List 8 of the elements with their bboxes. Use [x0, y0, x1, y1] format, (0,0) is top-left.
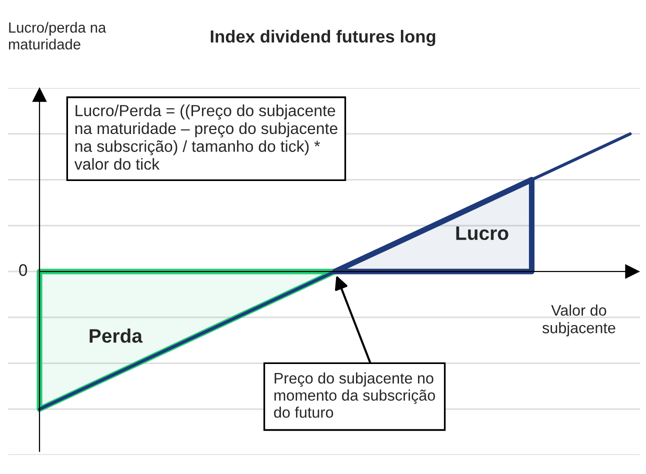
x-axis-title: Valor do subjacente: [542, 304, 616, 336]
annotation: 0: [19, 264, 28, 276]
text: Lucro/perda na maturidade: [8, 22, 106, 50]
annotation: Perda: [90, 328, 143, 343]
annotation: Lucro/Perda = ((Preço do subjacente na maturidade – preço do subjacente na subscrição) / tamanho do tick) * valor do tick: [74, 104, 338, 170]
annotation: Preço do subjacente no momento da subscrição do futuro: [274, 372, 435, 418]
chart-title: Index dividend futures long: [210, 30, 436, 46]
annotation: Lucro: [456, 226, 508, 240]
